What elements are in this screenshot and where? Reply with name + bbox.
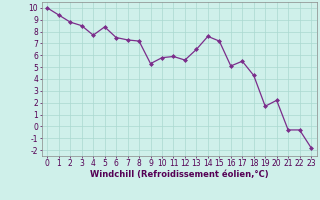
X-axis label: Windchill (Refroidissement éolien,°C): Windchill (Refroidissement éolien,°C) <box>90 170 268 179</box>
